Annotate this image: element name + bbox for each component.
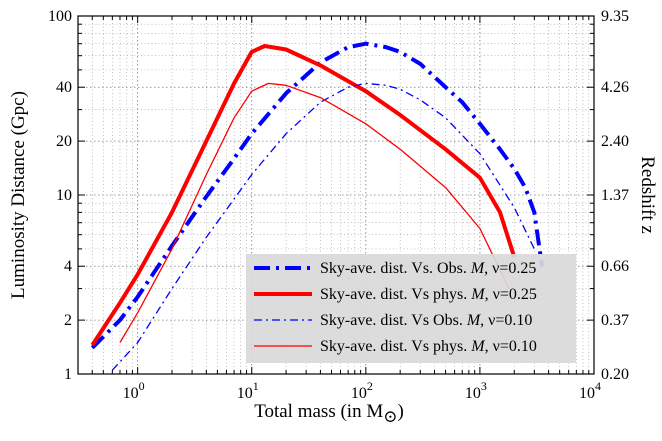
x-tick-exponent: 3: [481, 379, 487, 393]
x-tick-exponent: 0: [139, 379, 145, 393]
legend-label-2: Sky-ave. dist. Vs phys. M, ν=0.25: [320, 286, 537, 303]
right-tick-label: 0.37: [601, 312, 629, 329]
y-tick-label: 40: [56, 79, 72, 96]
series-line-4: [119, 82, 510, 343]
x-tick-label: 101: [237, 379, 259, 402]
legend-label-1: Sky-ave. dist. Vs. Obs. M, ν=0.25: [320, 260, 536, 277]
legend-label-prefix: Sky-ave. dist. Vs Obs.: [320, 312, 467, 329]
right-tick-label: 2.40: [601, 133, 629, 150]
y-axis-label-right: Redshift z: [637, 156, 658, 234]
x-tick-label: 104: [579, 379, 601, 402]
legend-label-mass-symbol: M: [470, 260, 486, 277]
x-tick-base: 10: [237, 385, 253, 402]
series-line-3: [111, 82, 535, 371]
series-line-2: [90, 44, 517, 347]
legend-label-prefix: Sky-ave. dist. Vs. Obs.: [320, 260, 471, 277]
right-tick-label: 9.35: [601, 8, 629, 25]
legend-label-3: Sky-ave. dist. Vs Obs. M, ν=0.10: [320, 312, 532, 329]
legend-label-suffix: , ν=0.10: [480, 312, 532, 329]
x-tick-exponent: 1: [253, 379, 259, 393]
legend-label-suffix: , ν=0.10: [485, 338, 537, 355]
ticks: [77, 16, 594, 375]
y-tick-label: 20: [56, 133, 72, 150]
right-tick-label: 1.37: [601, 187, 629, 204]
legend-label-suffix: , ν=0.25: [484, 260, 536, 277]
right-tick-label: 0.20: [601, 366, 629, 383]
x-axis-label-close: ): [397, 401, 403, 422]
right-tick-label: 4.26: [601, 79, 629, 96]
legend-label-mass-symbol: M: [466, 312, 482, 329]
legend: Sky-ave. dist. Vs. Obs. M, ν=0.25Sky-ave…: [246, 254, 576, 363]
y-tick-label: 1: [64, 366, 72, 383]
legend-label-prefix: Sky-ave. dist. Vs phys.: [320, 338, 471, 355]
y-axis-label: Luminosity Distance (Gpc): [8, 91, 29, 299]
series-line-1: [90, 41, 544, 350]
x-tick-base: 10: [123, 385, 139, 402]
x-tick-label: 100: [123, 379, 145, 402]
legend-label-mass-symbol: M: [470, 286, 486, 303]
legend-label-4: Sky-ave. dist. Vs phys. M, ν=0.10: [320, 338, 537, 355]
series-layer: [90, 41, 544, 371]
x-axis-label-subscript: ⊙: [383, 407, 397, 426]
legend-label-mass-symbol: M: [470, 338, 486, 355]
x-tick-label: 103: [465, 379, 487, 402]
right-tick-label: 0.66: [601, 258, 629, 275]
y-tick-label: 100: [48, 8, 72, 25]
legend-box: [246, 254, 576, 363]
y-tick-label: 4: [64, 258, 72, 275]
y-tick-label: 2: [64, 312, 72, 329]
x-tick-base: 10: [465, 385, 481, 402]
x-tick-label: 102: [351, 379, 373, 402]
y-tick-label: 10: [56, 187, 72, 204]
x-tick-exponent: 2: [367, 379, 373, 393]
legend-label-suffix: , ν=0.25: [485, 286, 537, 303]
x-tick-base: 10: [579, 385, 595, 402]
x-tick-exponent: 4: [595, 379, 601, 393]
tick-labels: 100 101 102 103 1041241020401000.200.370.661…: [48, 8, 629, 402]
legend-label-prefix: Sky-ave. dist. Vs phys.: [320, 286, 471, 303]
x-axis-label: Total mass (in M⊙): [254, 401, 404, 426]
x-tick-base: 10: [351, 385, 367, 402]
